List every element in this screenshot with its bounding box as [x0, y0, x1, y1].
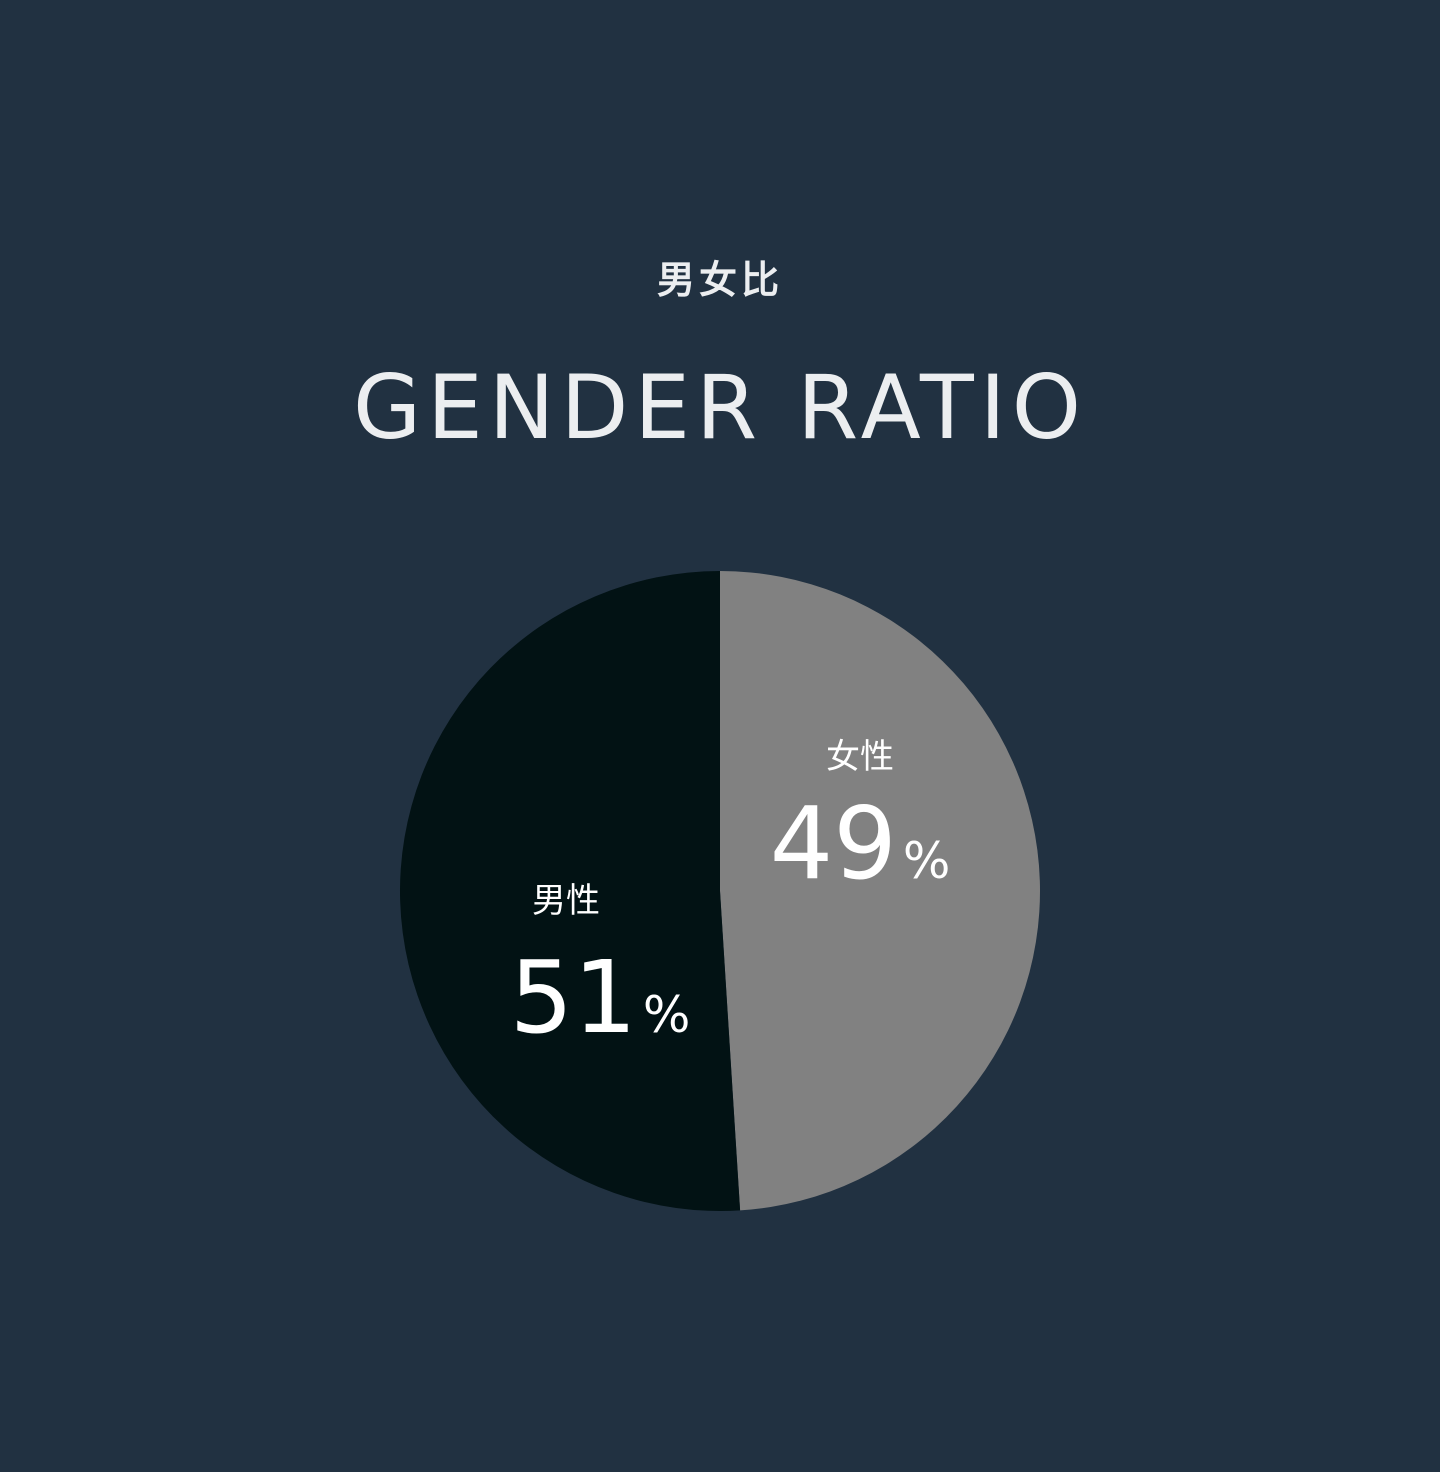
female-slice-label: 女性: [826, 737, 894, 777]
section-title-en: GENDER RATIO: [352, 356, 1088, 459]
section-title-ja: 男女比: [656, 258, 783, 302]
male-slice-value-unit: %: [643, 986, 691, 1044]
female-slice-value: 49%: [770, 785, 951, 902]
female-slice-value-number: 49: [770, 785, 897, 902]
female-slice-value-unit: %: [903, 832, 951, 890]
male-slice: [399, 571, 741, 1211]
male-slice-value-number: 51: [510, 939, 637, 1056]
male-slice-label: 男性: [532, 881, 600, 921]
female-slice: [720, 571, 1040, 1211]
male-slice-value: 51%: [510, 939, 691, 1056]
